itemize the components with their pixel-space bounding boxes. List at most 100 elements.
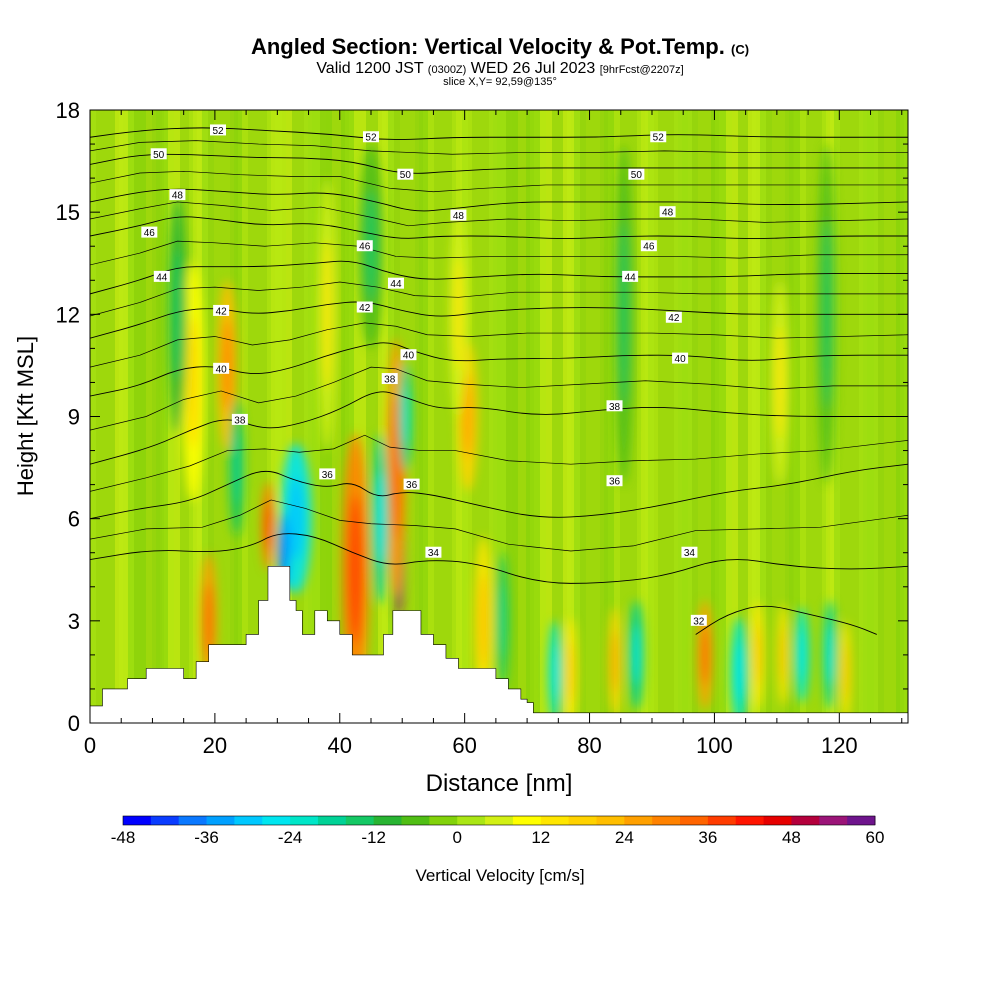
velocity-streak — [563, 110, 574, 723]
x-axis-label: Distance [nm] — [426, 770, 573, 797]
theta-contour-42 — [90, 301, 908, 339]
theta-contour-minor — [90, 201, 908, 227]
updraft-region-core — [478, 574, 489, 668]
colorbar-tick-label: -24 — [278, 828, 303, 847]
contour-label: 34 — [684, 548, 696, 559]
contour-label-box — [319, 468, 336, 480]
updraft-region-core — [204, 583, 213, 659]
colorbar-tick-label: 60 — [866, 828, 885, 847]
colorbar-swatch — [206, 816, 235, 825]
theta-contour-52 — [90, 127, 908, 140]
colorbar-tick-label: -36 — [194, 828, 219, 847]
colorbar-swatch — [540, 816, 570, 825]
colorbar-swatch — [150, 816, 180, 825]
velocity-streak — [152, 110, 162, 723]
downdraft-region-core — [280, 530, 287, 576]
colorbar-swatch — [652, 816, 681, 825]
contour-label: 46 — [643, 242, 655, 253]
contour-label-box — [400, 349, 417, 361]
theta-contour-minor — [90, 170, 908, 193]
updraft-region-core — [701, 624, 709, 685]
contour-label-box — [356, 240, 373, 252]
colorbar: -48 -36 -24 -12 0 12 24 36 48 60 — [111, 815, 885, 847]
colorbar-tick-label: 48 — [782, 828, 801, 847]
contour-label: 52 — [212, 126, 224, 137]
downdraft-region-core — [551, 643, 559, 701]
velocity-streak — [115, 110, 128, 723]
contour-label-box — [606, 475, 623, 487]
colorbar-frame — [122, 815, 876, 826]
contour-label: 36 — [322, 470, 334, 481]
y-tick-label: 6 — [68, 507, 80, 532]
contour-label: 46 — [359, 242, 371, 253]
downdraft-region-core — [288, 477, 304, 560]
contour-label-box — [665, 311, 682, 323]
valid-utc: (0300Z) — [427, 64, 467, 76]
colorbar-swatch — [763, 816, 792, 825]
x-tick-label: 100 — [696, 733, 733, 758]
downdraft-region-core — [632, 624, 641, 685]
colorbar-swatch — [735, 816, 765, 825]
chart-title-text: Angled Section: Vertical Velocity & Pot.… — [250, 34, 725, 59]
colorbar-swatch — [680, 816, 709, 825]
colorbar-swatch — [819, 816, 848, 825]
contour-label: 38 — [384, 375, 396, 386]
downdraft-region-core — [826, 624, 834, 685]
contour-label-box — [213, 304, 230, 316]
colorbar-swatch — [401, 816, 430, 825]
updraft-region-core — [780, 626, 786, 683]
x-tick-label: 0 — [84, 733, 96, 758]
colorbar-swatch — [568, 816, 597, 825]
velocity-streak — [423, 110, 434, 723]
velocity-streak — [604, 110, 614, 723]
contour-label-box — [640, 240, 657, 252]
colorbar-swatch — [234, 816, 263, 825]
updraft-region-core — [462, 375, 473, 458]
forecast-info: [9hrFcst@2207z] — [599, 64, 684, 76]
colorbar-swatch — [512, 816, 542, 825]
contour-label: 36 — [406, 480, 418, 491]
contour-label: 46 — [144, 228, 156, 239]
theta-contour-minor — [90, 499, 908, 552]
downdraft-region-core — [735, 641, 744, 702]
contour-label-box — [231, 413, 248, 425]
colorbar-swatch — [791, 816, 820, 825]
chart-title: Angled Section: Vertical Velocity & Pot.… — [0, 34, 1000, 60]
updraft-region-core — [322, 239, 332, 390]
valid-time: Valid 1200 JST — [316, 60, 424, 77]
theta-contour-minor — [90, 140, 908, 155]
downdraft-region-core — [375, 471, 385, 566]
colorbar-tick-label: 36 — [698, 828, 717, 847]
contour-label: 42 — [668, 313, 680, 324]
contour-label-box — [362, 131, 379, 143]
updraft-region-core — [348, 494, 363, 645]
updraft-region-core — [453, 258, 464, 371]
contour-label: 34 — [428, 548, 440, 559]
velocity-streak — [711, 110, 726, 723]
terrain — [90, 566, 908, 723]
colorbar-swatch — [373, 816, 403, 825]
terrain-profile — [90, 566, 908, 723]
theta-contour-minor — [90, 322, 908, 368]
colorbar-label: Vertical Velocity [cm/s] — [415, 866, 584, 885]
contour-label-box — [650, 131, 667, 143]
downdraft-region-core — [619, 220, 629, 408]
valid-date: WED 26 Jul 2023 — [470, 60, 596, 77]
velocity-streak — [526, 110, 540, 723]
contour-label-box — [153, 270, 170, 282]
contour-labels: 52 52 52 50 50 50 48 48 48 46 46 46 44 44 44 42 42 42 40 40… — [141, 124, 707, 627]
velocity-streak — [415, 110, 422, 723]
contour-label: 32 — [693, 616, 705, 627]
contour-label: 36 — [609, 477, 621, 488]
contour-label-box — [659, 206, 676, 218]
contour-label: 48 — [172, 191, 184, 202]
colorbar-tick-label: -48 — [111, 828, 136, 847]
theta-contour-46 — [90, 216, 908, 240]
colorbar-swatch — [345, 816, 375, 825]
colorbar-swatch — [262, 816, 291, 825]
contour-label: 38 — [234, 415, 246, 426]
velocity-streak — [419, 110, 428, 723]
theta-contour-38 — [90, 391, 908, 465]
contour-label: 50 — [631, 170, 643, 181]
